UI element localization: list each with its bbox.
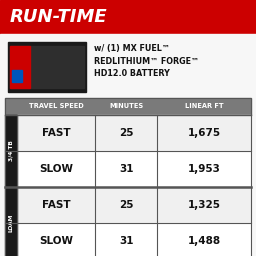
Text: LINEAR FT: LINEAR FT [185, 103, 223, 110]
Bar [5, 187, 17, 256]
Text: REDLITHIUM™ FORGE™: REDLITHIUM™ FORGE™ [94, 57, 199, 66]
Text: RUN-TIME: RUN-TIME [10, 8, 108, 26]
Bar [17, 223, 251, 256]
Text: LOAM: LOAM [8, 214, 14, 232]
Text: 3/4 TB: 3/4 TB [8, 141, 14, 161]
Text: FAST: FAST [42, 200, 70, 210]
Bar [5, 115, 17, 187]
Text: FAST: FAST [42, 128, 70, 138]
Text: 1,675: 1,675 [188, 128, 221, 138]
Text: 1,953: 1,953 [188, 164, 221, 174]
Text: TRAVEL SPEED: TRAVEL SPEED [29, 103, 83, 110]
Bar [10, 46, 30, 88]
Bar [10, 46, 84, 88]
Bar [5, 98, 251, 256]
Bar [5, 98, 251, 115]
Bar [8, 42, 86, 92]
Bar [17, 187, 251, 223]
Bar [0, 0, 256, 34]
Text: 25: 25 [119, 128, 134, 138]
Text: SLOW: SLOW [39, 236, 73, 246]
Bar [12, 70, 22, 82]
Text: 25: 25 [119, 200, 134, 210]
Text: 31: 31 [119, 164, 134, 174]
Text: SLOW: SLOW [39, 164, 73, 174]
Text: HD12.0 BATTERY: HD12.0 BATTERY [94, 69, 170, 79]
Text: MINUTES: MINUTES [109, 103, 143, 110]
Bar [17, 115, 251, 151]
Bar [0, 34, 256, 98]
Text: w/ (1) MX FUEL™: w/ (1) MX FUEL™ [94, 44, 170, 52]
Bar [17, 151, 251, 187]
Text: 31: 31 [119, 236, 134, 246]
Text: 1,325: 1,325 [188, 200, 221, 210]
Text: 1,488: 1,488 [188, 236, 221, 246]
